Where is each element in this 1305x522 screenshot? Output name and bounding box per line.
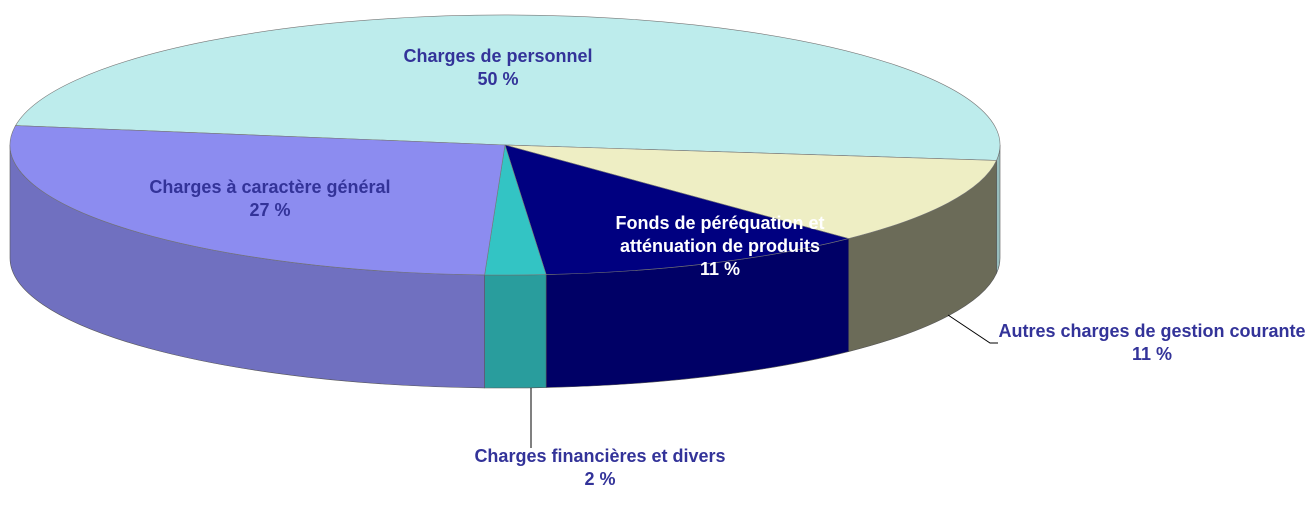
slice-label: Charges de personnel 50 % [338, 45, 658, 91]
slice-name: Charges de personnel [403, 46, 593, 66]
slice-value: 11 % [1131, 344, 1173, 364]
pie-slice [504, 144, 997, 239]
slice-name: Fonds de péréquation et atténuation de p… [615, 213, 825, 256]
slice-name: Charges à caractère général [149, 177, 391, 197]
slice-label: Fonds de péréquation et atténuation de p… [585, 212, 855, 281]
pie-slice [15, 14, 1001, 161]
slice-label: Charges à caractère général 27 % [60, 176, 480, 222]
slice-name: Charges financières et divers [474, 446, 726, 466]
pie-side [996, 144, 1001, 274]
slice-value: 2 % [584, 469, 616, 489]
pie-slice [504, 144, 850, 275]
pie-sides [9, 144, 1001, 389]
leader-line [947, 314, 998, 344]
slice-value: 50 % [477, 69, 519, 89]
slice-label: Charges financières et divers 2 % [460, 445, 740, 491]
slice-value: 11 % [699, 259, 741, 279]
slice-value: 27 % [249, 200, 291, 220]
pie-side [484, 274, 547, 389]
slice-name: Autres charges de gestion courante [998, 321, 1305, 341]
pie-slice [9, 125, 506, 276]
slice-label: Autres charges de gestion courante 11 % [987, 320, 1305, 366]
pie-tops [9, 14, 1001, 276]
